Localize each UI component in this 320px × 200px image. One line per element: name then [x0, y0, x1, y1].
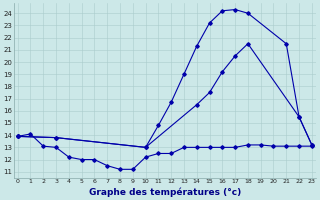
X-axis label: Graphe des températures (°c): Graphe des températures (°c)	[89, 187, 241, 197]
